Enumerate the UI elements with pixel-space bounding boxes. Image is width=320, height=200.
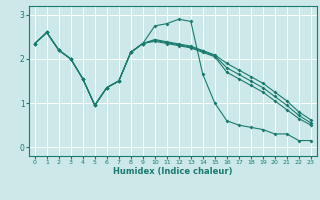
X-axis label: Humidex (Indice chaleur): Humidex (Indice chaleur) [113,167,233,176]
